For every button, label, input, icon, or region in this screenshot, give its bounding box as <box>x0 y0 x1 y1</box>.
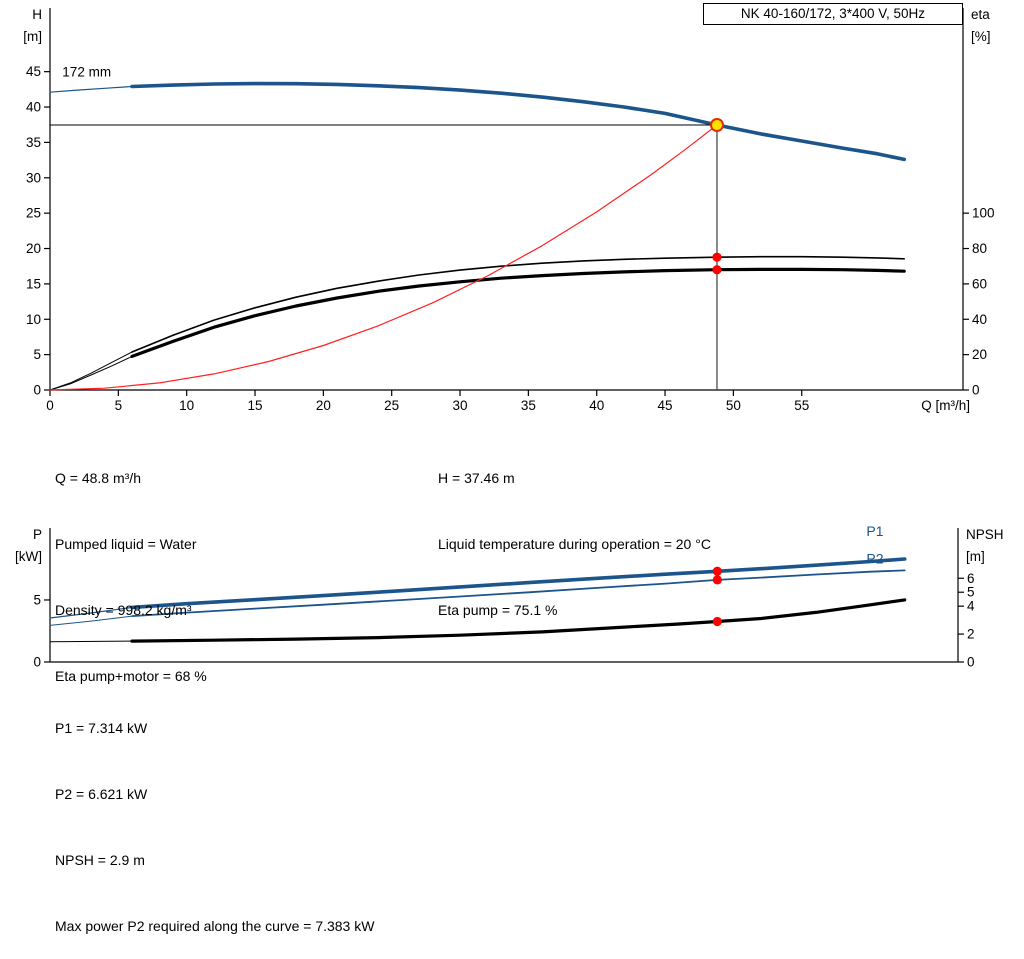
x-tick-label: 40 <box>589 398 604 413</box>
y-left-tick-label: 0 <box>33 655 41 670</box>
npsh-curve <box>130 598 907 643</box>
y-right-tick-label: 20 <box>972 347 987 362</box>
x-tick-label: 0 <box>46 398 54 413</box>
impeller-diameter-label: 172 mm <box>62 65 111 80</box>
p1-curve <box>130 557 907 610</box>
p2-curve <box>131 569 906 617</box>
x-tick-label: 30 <box>453 398 468 413</box>
y-left-axis-label: [kW] <box>15 549 42 564</box>
eta-pump-point <box>712 252 722 262</box>
y-right-tick-label: 5 <box>967 585 975 600</box>
y-left-tick-label: 45 <box>26 64 41 79</box>
head-curve-lead <box>49 85 133 93</box>
y-right-axis-label: [%] <box>971 29 991 44</box>
y-right-axis-label: eta <box>971 7 990 22</box>
npsh-curve-lead <box>49 640 133 643</box>
p2-curve-lead <box>49 615 133 626</box>
y-left-tick-label: 10 <box>26 312 41 327</box>
info-line-eta-pump: Eta pump = 75.1 % <box>438 602 558 618</box>
y-left-tick-label: 0 <box>33 383 41 398</box>
y-right-tick-label: 2 <box>967 627 975 642</box>
p1-curve-lead <box>49 606 133 619</box>
info-line-eta-pump-motor: Eta pump+motor = 68 % <box>55 668 207 684</box>
p2-point <box>712 575 722 585</box>
x-tick-label: 5 <box>115 398 123 413</box>
x-tick-label: 10 <box>179 398 194 413</box>
x-tick-label: 45 <box>658 398 673 413</box>
y-right-axis-label: [m] <box>966 549 985 564</box>
eta-pump-motor-curve-lead <box>49 355 133 391</box>
p2-label: P2 <box>866 550 883 566</box>
y-right-tick-label: 0 <box>967 655 975 670</box>
info-line-p1: P1 = 7.314 kW <box>55 720 148 736</box>
y-right-axis-label: NPSH <box>966 527 1004 542</box>
y-left-tick-label: 30 <box>26 170 41 185</box>
p1-label: P1 <box>866 523 883 539</box>
eta-pump-curve-lead <box>49 351 133 391</box>
info-line-q: Q = 48.8 m³/h <box>55 470 141 486</box>
head-curve <box>130 81 907 162</box>
x-axis-label: Q [m³/h] <box>921 398 970 413</box>
y-left-tick-label: 15 <box>26 276 41 291</box>
duty-info-left: Q = 48.8 m³/h Pumped liquid = Water Dens… <box>55 423 207 709</box>
y-left-tick-label: 35 <box>26 135 41 150</box>
x-tick-label: 15 <box>247 398 262 413</box>
info-line-max-power: Max power P2 required along the curve = … <box>55 918 375 934</box>
y-left-tick-label: 25 <box>26 206 41 221</box>
info-line-liquid: Pumped liquid = Water <box>55 536 197 552</box>
duty-point <box>709 118 724 133</box>
x-tick-label: 55 <box>794 398 809 413</box>
system-curve <box>49 124 718 391</box>
eta-pump-motor-curve <box>130 267 906 358</box>
x-tick-label: 25 <box>384 398 399 413</box>
y-right-tick-label: 4 <box>967 599 975 614</box>
info-line-p2: P2 = 6.621 kW <box>55 786 148 802</box>
x-tick-label: 20 <box>316 398 331 413</box>
y-left-axis-label: P <box>33 527 42 542</box>
y-left-tick-label: 40 <box>26 100 41 115</box>
y-right-tick-label: 80 <box>972 241 987 256</box>
p1-point <box>712 566 722 576</box>
y-left-axis-label: [m] <box>23 29 42 44</box>
eta-pump-motor-point <box>712 265 722 275</box>
info-line-density: Density = 998.2 kg/m³ <box>55 602 192 618</box>
eta-pump-curve <box>131 255 906 353</box>
y-right-tick-label: 0 <box>972 383 980 398</box>
x-tick-label: 50 <box>726 398 741 413</box>
power-info: P1 = 7.314 kW P2 = 6.621 kW NPSH = 2.9 m… <box>55 673 374 959</box>
npsh-point <box>712 616 722 627</box>
y-left-tick-label: 5 <box>33 592 41 607</box>
y-right-tick-label: 40 <box>972 312 987 327</box>
y-right-tick-label: 6 <box>967 571 975 586</box>
x-tick-label: 35 <box>521 398 536 413</box>
pump-model-box: NK 40-160/172, 3*400 V, 50Hz <box>703 3 963 25</box>
y-right-tick-label: 100 <box>972 206 995 221</box>
info-line-h: H = 37.46 m <box>438 470 515 486</box>
y-left-tick-label: 20 <box>26 241 41 256</box>
y-right-tick-label: 60 <box>972 276 987 291</box>
duty-info-right: H = 37.46 m Liquid temperature during op… <box>438 423 711 643</box>
y-left-axis-label: H <box>32 7 42 22</box>
info-line-temperature: Liquid temperature during operation = 20… <box>438 536 711 552</box>
info-line-npsh: NPSH = 2.9 m <box>55 852 145 868</box>
y-left-tick-label: 5 <box>33 347 41 362</box>
